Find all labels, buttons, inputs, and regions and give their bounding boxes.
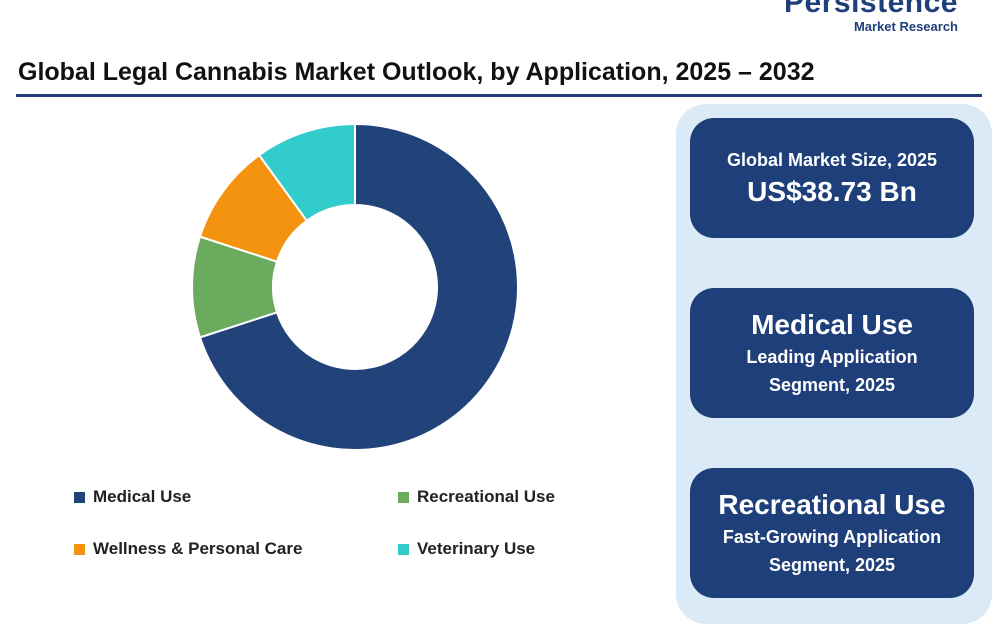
donut-slice-veterinary-use xyxy=(257,122,356,223)
legend-swatch xyxy=(74,543,85,555)
fast-growing-segment-card: Recreational Use Fast-Growing Applicatio… xyxy=(690,468,974,598)
donut-chart xyxy=(191,122,519,451)
legend-label: Medical Use xyxy=(93,487,192,506)
leading-segment-caption-line-1: Leading Application xyxy=(746,347,918,367)
leading-segment-name: Medical Use xyxy=(751,309,913,340)
brand-logo: Persistence Market Research xyxy=(784,0,958,34)
market-size-value: US$38.73 Bn xyxy=(747,176,917,207)
brand-tagline: Market Research xyxy=(853,19,958,34)
leading-segment-caption-line-2: Segment, 2025 xyxy=(768,375,896,395)
brand-name: Persistence xyxy=(784,0,958,19)
legend-swatch xyxy=(398,491,409,503)
legend-item-veterinary-use: Veterinary Use xyxy=(398,539,535,559)
donut-slice-medical-use xyxy=(198,122,519,451)
chart-area: Medical Use Recreational Use Wellness & … xyxy=(0,100,660,600)
market-size-card: Global Market Size, 2025 US$38.73 Bn xyxy=(690,118,974,238)
legend-label: Recreational Use xyxy=(417,487,555,506)
legend-swatch xyxy=(74,491,85,503)
market-size-label: Global Market Size, 2025 xyxy=(726,150,938,170)
chart-title: Global Legal Cannabis Market Outlook, by… xyxy=(18,58,815,86)
leading-segment-card: Medical Use Leading Application Segment,… xyxy=(690,288,974,418)
fast-growing-segment-caption-line-2: Segment, 2025 xyxy=(768,555,896,575)
fast-growing-segment-name: Recreational Use xyxy=(718,489,946,520)
fast-growing-segment-caption-line-1: Fast-Growing Application xyxy=(722,527,942,547)
legend-label: Veterinary Use xyxy=(417,539,536,558)
legend-label: Wellness & Personal Care xyxy=(93,539,303,558)
legend-swatch xyxy=(398,543,409,555)
legend-item-wellness-personal-care: Wellness & Personal Care xyxy=(74,539,302,559)
legend-item-medical-use: Medical Use xyxy=(74,487,191,507)
title-divider xyxy=(16,94,982,97)
legend-item-recreational-use: Recreational Use xyxy=(398,487,555,507)
